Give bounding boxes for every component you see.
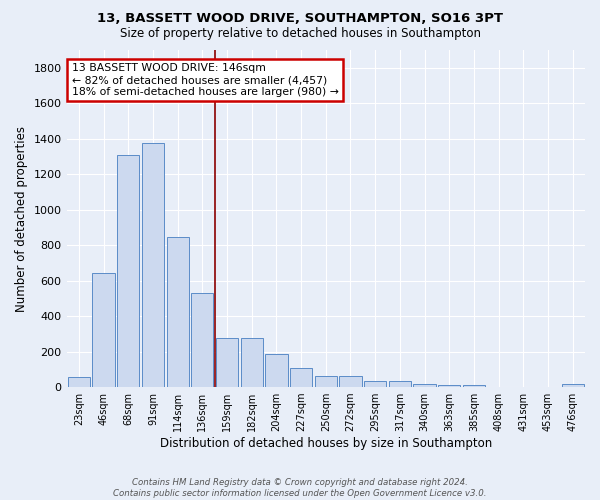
Bar (364, 381, 386, 387)
X-axis label: Distribution of detached houses by size in Southampton: Distribution of detached houses by size … (160, 437, 492, 450)
Bar (463, 386, 485, 387)
Text: Contains HM Land Registry data © Crown copyright and database right 2024.
Contai: Contains HM Land Registry data © Crown c… (113, 478, 487, 498)
Bar (241, 338, 263, 387)
Bar (216, 338, 238, 387)
Bar (142, 143, 164, 387)
Y-axis label: Number of detached properties: Number of detached properties (15, 126, 28, 312)
Text: 13 BASSETT WOOD DRIVE: 146sqm
← 82% of detached houses are smaller (4,457)
18% o: 13 BASSETT WOOD DRIVE: 146sqm ← 82% of d… (72, 64, 338, 96)
Bar (167, 237, 189, 387)
Bar (191, 293, 214, 387)
Bar (413, 384, 436, 387)
Bar (265, 354, 287, 387)
Text: 13, BASSETT WOOD DRIVE, SOUTHAMPTON, SO16 3PT: 13, BASSETT WOOD DRIVE, SOUTHAMPTON, SO1… (97, 12, 503, 26)
Bar (389, 381, 411, 387)
Bar (290, 368, 312, 387)
Bar (68, 378, 90, 387)
Bar (117, 154, 139, 387)
Text: Size of property relative to detached houses in Southampton: Size of property relative to detached ho… (119, 28, 481, 40)
Bar (340, 376, 362, 387)
Bar (438, 386, 460, 387)
Bar (314, 376, 337, 387)
Bar (92, 272, 115, 387)
Bar (562, 384, 584, 387)
